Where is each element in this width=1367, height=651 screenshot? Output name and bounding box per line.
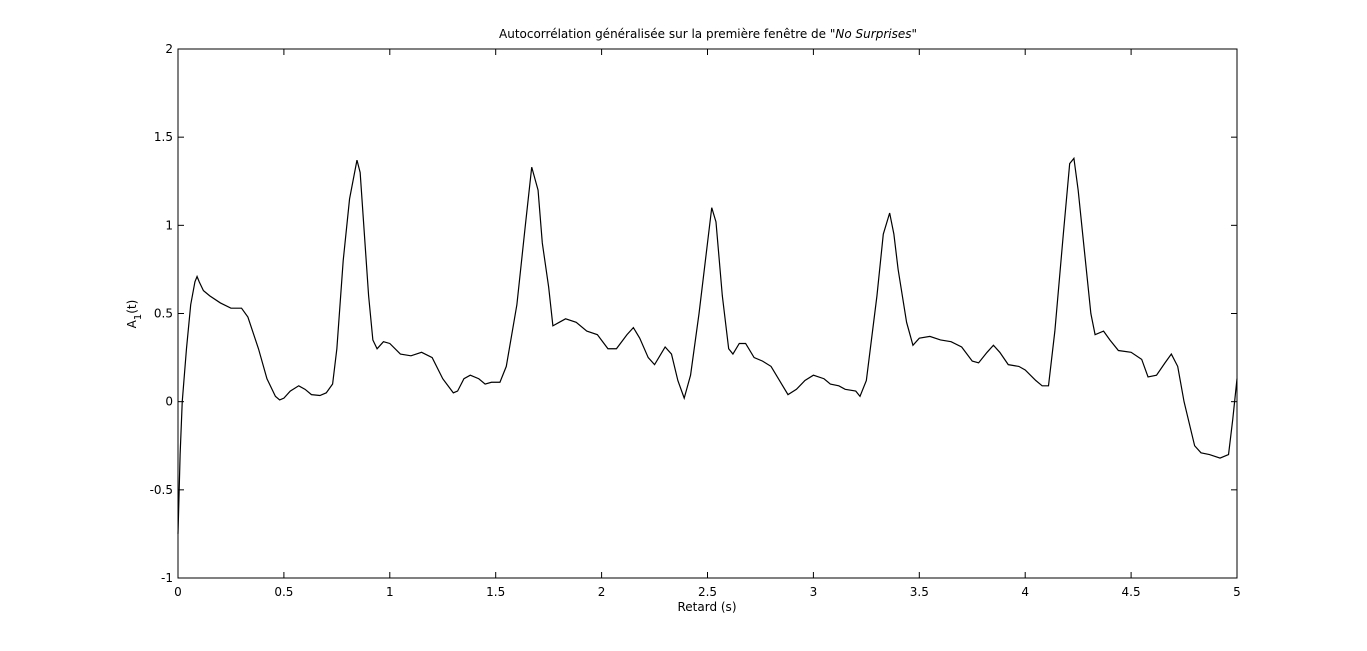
y-tick-label: -0.5 [150,483,173,497]
x-axis-label: Retard (s) [677,600,736,614]
y-tick-label: 0 [165,395,173,409]
ylabel-part: A [125,319,139,328]
chart-title: Autocorrélation généralisée sur la premi… [499,27,917,41]
x-tick-label: 2.5 [698,585,717,599]
y-tick-label: -1 [161,571,173,585]
x-tick-label: 0.5 [274,585,293,599]
y-tick-label: 0.5 [154,307,173,321]
y-tick-label: 2 [165,42,173,56]
axes-box [177,48,1238,579]
y-tick-label: 1 [165,218,173,232]
title-part: No Surprises [835,27,911,41]
ylabel-part: 1 [133,314,144,320]
y-axis-label: A1(t) [125,300,144,329]
x-tick-label: 1.5 [486,585,505,599]
title-part: " [911,27,917,41]
x-tick-label: 1 [386,585,394,599]
title-part: Autocorrélation généralisée sur la premi… [499,27,835,41]
x-tick-label: 3.5 [910,585,929,599]
x-tick-label: 4 [1021,585,1029,599]
x-tick-label: 4.5 [1122,585,1141,599]
ylabel-part: (t) [125,300,139,314]
x-tick-label: 5 [1233,585,1241,599]
y-tick-label: 1.5 [154,130,173,144]
x-tick-label: 3 [810,585,818,599]
x-tick-label: 0 [174,585,182,599]
data-line [177,156,1238,534]
x-tick-label: 2 [598,585,606,599]
